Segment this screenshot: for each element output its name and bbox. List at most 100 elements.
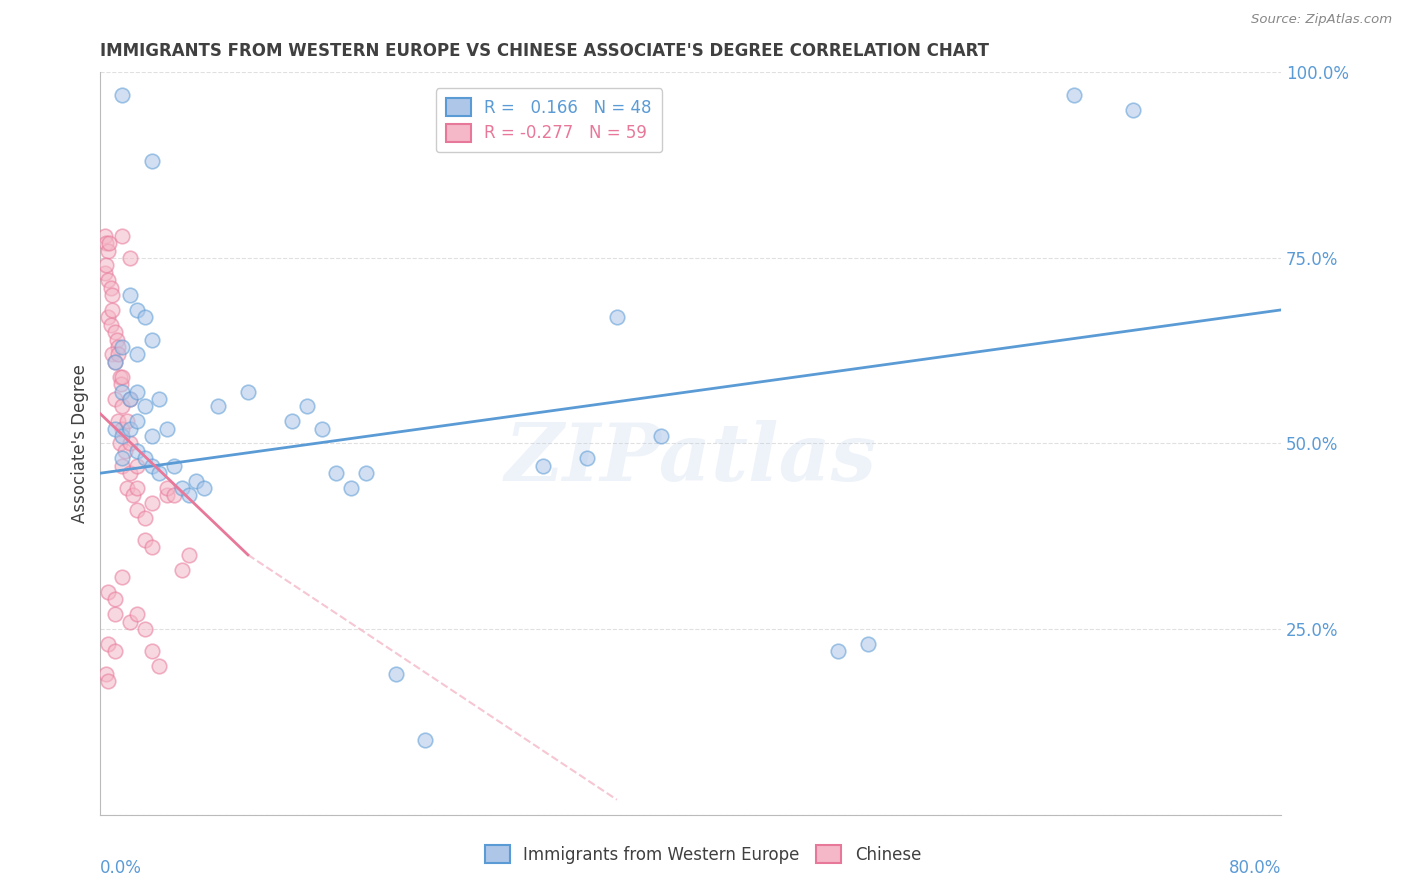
Point	[104, 392, 127, 406]
Point	[104, 422, 127, 436]
Point	[121, 488, 143, 502]
Point	[118, 392, 141, 406]
Point	[104, 592, 127, 607]
Point	[127, 503, 149, 517]
Point	[104, 644, 127, 658]
Text: 80.0%: 80.0%	[1229, 859, 1281, 877]
Point	[141, 429, 163, 443]
Y-axis label: Associate's Degree: Associate's Degree	[72, 364, 89, 523]
Point	[148, 392, 170, 406]
Point	[281, 414, 304, 428]
Point	[141, 644, 163, 658]
Point	[111, 228, 134, 243]
Point	[384, 666, 406, 681]
Text: ZIPatlas: ZIPatlas	[505, 419, 877, 497]
Point	[97, 585, 120, 599]
Point	[127, 444, 149, 458]
Point	[1122, 103, 1144, 117]
Point	[98, 236, 121, 251]
Point	[111, 429, 134, 443]
Point	[127, 607, 149, 622]
Point	[97, 273, 120, 287]
Point	[576, 451, 599, 466]
Point	[186, 474, 208, 488]
Point	[107, 347, 129, 361]
Point	[110, 377, 132, 392]
Point	[100, 280, 122, 294]
Point	[236, 384, 259, 399]
Text: 0.0%: 0.0%	[100, 859, 142, 877]
Point	[134, 622, 156, 636]
Point	[141, 496, 163, 510]
Point	[295, 400, 318, 414]
Point	[134, 451, 156, 466]
Point	[94, 228, 117, 243]
Point	[114, 444, 136, 458]
Point	[207, 400, 229, 414]
Point	[94, 266, 117, 280]
Text: IMMIGRANTS FROM WESTERN EUROPE VS CHINESE ASSOCIATE'S DEGREE CORRELATION CHART: IMMIGRANTS FROM WESTERN EUROPE VS CHINES…	[100, 42, 990, 60]
Point	[100, 318, 122, 332]
Point	[354, 466, 377, 480]
Point	[163, 488, 186, 502]
Point	[96, 236, 118, 251]
Point	[177, 488, 200, 502]
Point	[650, 429, 672, 443]
Point	[111, 458, 134, 473]
Point	[104, 607, 127, 622]
Point	[325, 466, 347, 480]
Point	[118, 392, 141, 406]
Point	[111, 451, 134, 466]
Point	[96, 259, 118, 273]
Point	[134, 510, 156, 524]
Point	[340, 481, 363, 495]
Point	[111, 340, 134, 354]
Point	[827, 644, 849, 658]
Point	[148, 466, 170, 480]
Point	[170, 563, 193, 577]
Point	[111, 369, 134, 384]
Point	[111, 384, 134, 399]
Point	[97, 673, 120, 688]
Point	[1063, 87, 1085, 102]
Point	[148, 659, 170, 673]
Point	[127, 384, 149, 399]
Point	[156, 488, 179, 502]
Legend: Immigrants from Western Europe, Chinese: Immigrants from Western Europe, Chinese	[478, 838, 928, 871]
Point	[101, 302, 124, 317]
Point	[141, 154, 163, 169]
Point	[101, 347, 124, 361]
Point	[134, 400, 156, 414]
Point	[134, 533, 156, 547]
Point	[96, 666, 118, 681]
Point	[156, 422, 179, 436]
Point	[118, 436, 141, 450]
Point	[118, 466, 141, 480]
Point	[193, 481, 215, 495]
Point	[118, 615, 141, 629]
Point	[531, 458, 554, 473]
Point	[105, 333, 128, 347]
Text: Source: ZipAtlas.com: Source: ZipAtlas.com	[1251, 13, 1392, 27]
Point	[111, 87, 134, 102]
Legend: R =   0.166   N = 48, R = -0.277   N = 59: R = 0.166 N = 48, R = -0.277 N = 59	[436, 88, 662, 153]
Point	[97, 310, 120, 325]
Point	[104, 355, 127, 369]
Point	[163, 458, 186, 473]
Point	[111, 400, 134, 414]
Point	[104, 355, 127, 369]
Point	[856, 637, 879, 651]
Point	[311, 422, 333, 436]
Point	[104, 325, 127, 339]
Point	[118, 422, 141, 436]
Point	[118, 251, 141, 265]
Point	[177, 548, 200, 562]
Point	[97, 244, 120, 258]
Point	[127, 481, 149, 495]
Point	[141, 541, 163, 555]
Point	[141, 458, 163, 473]
Point	[170, 481, 193, 495]
Point	[111, 422, 134, 436]
Point	[127, 347, 149, 361]
Point	[127, 414, 149, 428]
